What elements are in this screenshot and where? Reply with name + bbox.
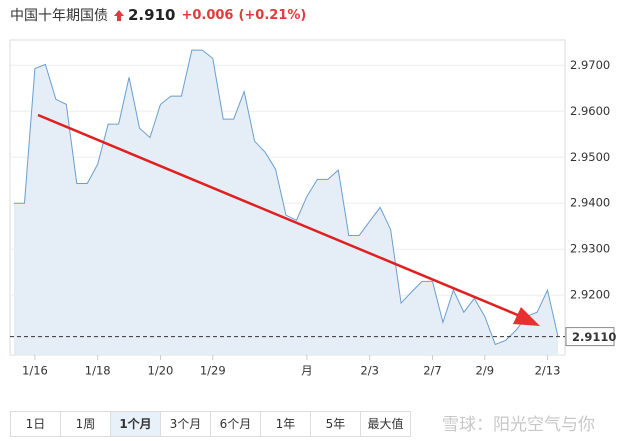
header: 中国十年期国债 2.910 +0.006 (+0.21%) bbox=[10, 5, 311, 25]
arrow-line bbox=[37, 113, 521, 318]
range-button[interactable]: 3个月 bbox=[161, 412, 211, 436]
x-tick-label: 1/18 bbox=[85, 364, 111, 378]
y-tick-label: 2.9300 bbox=[570, 242, 610, 256]
title: 中国十年期国债 bbox=[10, 8, 108, 24]
range-button[interactable]: 1日 bbox=[11, 412, 61, 436]
up-arrow bbox=[114, 10, 124, 21]
y-tick-label: 2.9400 bbox=[570, 196, 610, 210]
range-button[interactable]: 5年 bbox=[311, 412, 361, 436]
range-button[interactable]: 6个月 bbox=[211, 412, 261, 436]
y-tick-label: 2.9500 bbox=[570, 150, 610, 164]
range-button[interactable]: 1年 bbox=[261, 412, 311, 436]
y-tick-label: 2.9200 bbox=[570, 288, 610, 302]
x-tick-label: 1/16 bbox=[22, 364, 48, 378]
x-tick-label: 月 bbox=[301, 364, 313, 378]
range-button[interactable]: 最大值 bbox=[367, 417, 404, 431]
y-tick-label: 2.9600 bbox=[570, 104, 610, 118]
chart: 2.9200 2.9300 2.9400 2.9500 2.9600 2.9700 2.91… bbox=[9, 39, 616, 378]
line bbox=[14, 49, 559, 346]
x-tick-label: 2/3 bbox=[360, 364, 379, 378]
arrow-head bbox=[513, 307, 540, 326]
change-pct: (+0.21%) bbox=[238, 7, 307, 23]
x-tick-label: 2/7 bbox=[423, 364, 442, 378]
watermark: 雪球：阳光空气与你 bbox=[442, 415, 595, 435]
range-button[interactable]: 1周 bbox=[61, 412, 111, 436]
reference-box bbox=[565, 327, 615, 347]
x-tick-label: 1/20 bbox=[148, 364, 174, 378]
area bbox=[14, 50, 558, 355]
change: +0.006 bbox=[181, 7, 234, 23]
range-buttons: 1日 1周 1个月 3个月 6个月 1年 5年 最大值 bbox=[10, 411, 411, 437]
x-tick-label: 1/29 bbox=[200, 364, 226, 378]
x-tick-label: 2/13 bbox=[535, 364, 561, 378]
reference-label: 2.9110 bbox=[572, 330, 616, 344]
price: 2.910 bbox=[128, 6, 176, 24]
y-tick-label: 2.9700 bbox=[570, 58, 610, 72]
x-tick-label: 2/9 bbox=[476, 364, 495, 378]
trend-arrow bbox=[37, 113, 540, 326]
range-button[interactable]: 1个月 bbox=[111, 412, 161, 436]
